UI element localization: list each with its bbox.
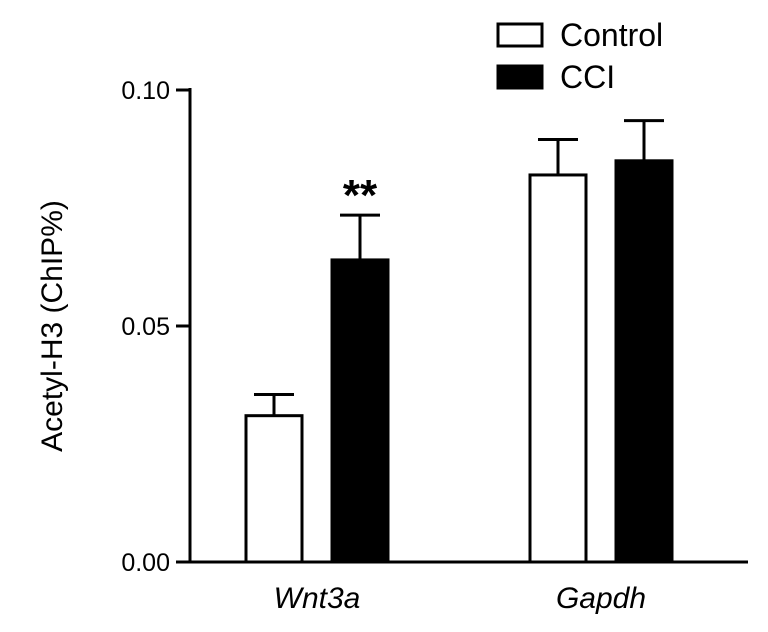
legend: Control CCI [496, 17, 663, 95]
y-tick-label: 0.10 [121, 77, 170, 105]
y-tick-label: 0.00 [121, 549, 170, 577]
significance-annotation: ** [343, 171, 378, 220]
legend-label: Control [560, 17, 663, 53]
plot-area: 0.00 0.05 0.10 Wnt3a Gapdh ** [121, 77, 748, 615]
legend-label: CCI [560, 59, 615, 95]
x-category-label: Gapdh [556, 582, 646, 615]
y-axis-title: Acetyl-H3 (ChIP%) [36, 200, 69, 452]
bar [614, 159, 674, 564]
legend-swatch [496, 64, 544, 90]
legend-swatch [496, 22, 544, 48]
bar [330, 258, 390, 564]
bar [244, 414, 304, 564]
x-category-label: Wnt3a [274, 582, 361, 615]
bar [528, 173, 588, 564]
y-tick-label: 0.05 [121, 313, 170, 341]
